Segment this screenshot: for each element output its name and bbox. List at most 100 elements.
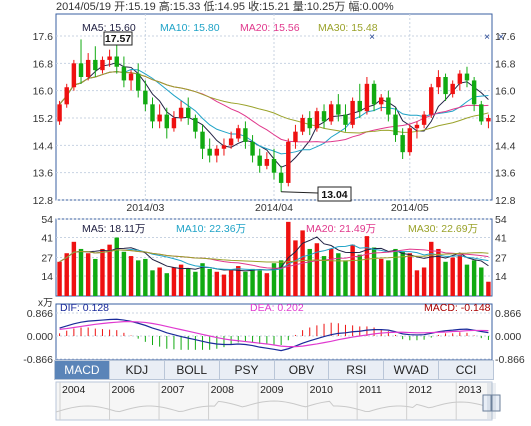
quote-high: 高:15.33 (158, 1, 201, 13)
candle-body (71, 63, 77, 88)
volume-bar (443, 261, 448, 296)
price-tick-left: 12.8 (33, 195, 54, 207)
price-tick-left: 13.6 (33, 168, 54, 180)
quote-change: 幅:0.00% (348, 1, 394, 13)
candle-body (414, 124, 420, 129)
x-tick-label: 2014/05 (391, 202, 429, 214)
volume-legend-ma20: MA20: 21.49万 (306, 223, 376, 235)
price-tick-left: 17.6 (33, 31, 54, 43)
volume-bar (464, 264, 470, 296)
candle-body (107, 56, 112, 60)
volume-bar (114, 237, 119, 296)
timeline-year-label: 2011 (359, 384, 382, 396)
volume-bar (429, 241, 434, 296)
candle-body (200, 131, 205, 149)
candle-body (364, 83, 370, 112)
volume-bar (214, 271, 220, 296)
volume-bar (264, 273, 270, 296)
quote-close: 收:15.21 (248, 1, 290, 13)
tab-obv[interactable]: OBV (275, 361, 330, 379)
candle-body (314, 111, 320, 129)
volume-bar (457, 254, 463, 296)
macd-dea-line (59, 321, 489, 348)
tab-psy[interactable]: PSY (220, 361, 275, 379)
candle-body (328, 104, 334, 122)
timeline-right-handle[interactable] (491, 394, 501, 412)
volume-legend-ma10: MA10: 22.36万 (176, 223, 246, 235)
tab-cci[interactable]: CCI (455, 363, 477, 377)
quote-open: 开:15.19 (114, 1, 156, 13)
tab-rsi[interactable]: RSI (329, 361, 385, 379)
candle-body (164, 114, 170, 129)
event-marker: × (369, 32, 375, 43)
price-tick-left: 15.2 (33, 113, 54, 125)
volume-bar (135, 260, 141, 296)
candle-body (407, 128, 413, 153)
price-tick-left: 16.0 (33, 86, 54, 98)
tab-wvad[interactable]: WVAD (384, 361, 440, 379)
volume-bar (414, 270, 420, 296)
timeline-year-label: 2006 (112, 384, 136, 396)
volume-legend-ma30: MA30: 22.69万 (408, 223, 478, 235)
tab-kdj[interactable]: KDJ (110, 361, 165, 379)
candle-body (64, 87, 69, 105)
low-label: 13.04 (321, 189, 347, 201)
volume-bar (314, 243, 320, 296)
candle-body (471, 80, 477, 105)
volume-bar (178, 264, 184, 296)
timeline-year-label: 2010 (310, 384, 334, 396)
macd-tick-right: 0.000 (495, 331, 521, 343)
volume-unit: x万 (38, 298, 53, 309)
macd-tick-right: 0.866 (495, 308, 521, 320)
timeline-left-handle[interactable] (482, 394, 492, 412)
volume-bar (157, 267, 162, 296)
candle-body (236, 128, 241, 139)
quote-volume: 量:10.25万 (292, 1, 346, 13)
candle-body (57, 104, 62, 122)
timeline-year-label: 2008 (211, 384, 235, 396)
volume-bar (100, 248, 105, 296)
price-tick-right: 16.8 (495, 58, 516, 70)
low-pointer (281, 191, 319, 194)
volume-bar (343, 260, 348, 296)
timeline-selection (487, 383, 496, 419)
macd-legend-dif: DIF: 0.128 (60, 302, 109, 314)
candle-body (300, 118, 305, 132)
volume-bar (236, 266, 241, 296)
volume-bar (271, 263, 277, 296)
candle-body (128, 73, 134, 81)
volume-bar (307, 248, 312, 296)
candle-body (157, 114, 162, 122)
volume-bar (486, 281, 491, 296)
volume-tick-left: 27 (41, 253, 53, 265)
tab-boll[interactable]: BOLL (165, 361, 220, 379)
volume-tick-left: 14 (41, 271, 53, 283)
volume-legend-ma5: MA5: 18.11万 (82, 223, 145, 235)
price-tick-left: 16.8 (33, 58, 54, 70)
candle-body (307, 118, 312, 129)
volume-bar (93, 258, 98, 296)
candle-body (178, 107, 184, 118)
candle-body (271, 159, 277, 173)
candle-body (386, 97, 391, 115)
candle-body (371, 83, 377, 105)
volume-bar (143, 258, 148, 296)
volume-bar (436, 248, 441, 296)
volume-bar (107, 244, 112, 296)
candle-body (143, 90, 148, 105)
macd-tick-right: -0.866 (495, 354, 525, 366)
tab-macd[interactable]: MACD (55, 361, 110, 379)
volume-bar (57, 261, 62, 296)
candle-body (450, 83, 455, 95)
candle-body (150, 104, 155, 122)
volume-bar (357, 254, 362, 296)
candle-body (378, 97, 384, 105)
candle-body (78, 63, 84, 77)
volume-bar (186, 268, 191, 296)
volume-bar (421, 267, 427, 296)
volume-bar (121, 251, 127, 296)
volume-bar (479, 267, 484, 296)
volume-tick-left: 41 (41, 233, 53, 245)
volume-bar (321, 256, 327, 296)
